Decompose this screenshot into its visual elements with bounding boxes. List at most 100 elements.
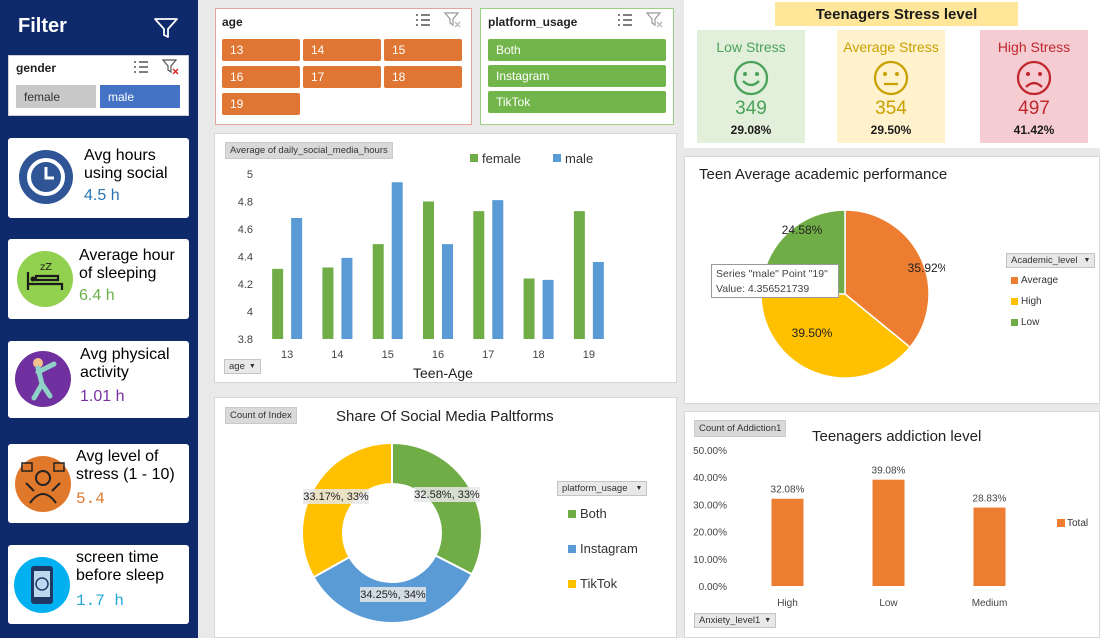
legend-swatch (568, 510, 576, 518)
filter-title: Filter (18, 15, 67, 37)
clear-filter-icon[interactable] (444, 12, 462, 28)
age-option-button[interactable]: 18 (384, 66, 462, 88)
dropdown-arrow-icon: ▼ (635, 485, 643, 492)
anxiety-level-button-label: Anxiety_level1 (699, 615, 761, 626)
platform-slicer-title: platform_usage (488, 15, 578, 29)
legend-label: Average (1021, 275, 1059, 286)
gender-option-male[interactable]: male (100, 85, 180, 108)
platform-usage-button-label: platform_usage (562, 483, 628, 494)
x-tick-label: 16 (432, 349, 444, 361)
bar-female-15 (372, 244, 384, 339)
clear-filter-icon[interactable] (162, 59, 180, 75)
bar-female-19 (573, 211, 585, 339)
pie-slice-high (760, 291, 912, 379)
age-slicer-title: age (222, 15, 243, 29)
stress-card (837, 30, 945, 143)
bar-data-label: 32.08% (771, 485, 805, 496)
donut-label-bg (414, 487, 480, 502)
age-option-button[interactable]: 13 (222, 39, 300, 61)
pie-chart-title: Teen Average academic performance (699, 166, 948, 183)
stress-card (980, 30, 1088, 143)
y-tick-label: 5 (247, 169, 253, 181)
x-tick-label: 17 (482, 349, 494, 361)
donut-slice-both (391, 441, 483, 576)
stress-title: Teenagers Stress level (775, 2, 1018, 26)
pie-data-label: 35.92% (908, 261, 945, 275)
multi-select-icon[interactable] (415, 13, 431, 27)
bar-male-14 (341, 257, 353, 339)
clear-filter-icon[interactable] (646, 12, 664, 28)
chart-tooltip: Series "male" Point "19" Value: 4.356521… (711, 264, 839, 298)
y-tick-label: 4.8 (238, 197, 253, 209)
donut-slice-tiktok (301, 441, 393, 579)
bar-chart-field-tag[interactable]: Average of daily_social_media_hours (225, 142, 393, 159)
stress-card-label: High Stress (997, 39, 1071, 55)
age-option-button[interactable]: 15 (384, 39, 462, 61)
stress-card-label: Low Stress (716, 39, 786, 55)
kpi-value: 5.4 (76, 490, 105, 508)
bar-male-19 (592, 262, 604, 339)
clock-icon (19, 150, 73, 204)
x-tick-label: 19 (583, 349, 595, 361)
bar-high (771, 498, 804, 586)
y-tick-label: 10.00% (693, 555, 727, 566)
platform-option-button[interactable]: Both (488, 39, 666, 61)
legend-swatch (470, 154, 478, 162)
y-tick-label: 3.8 (238, 334, 253, 346)
platform-option-button[interactable]: TikTok (488, 91, 666, 113)
legend-swatch (1011, 298, 1018, 305)
addiction-legend-label: Total (1067, 518, 1089, 529)
legend-swatch (1011, 277, 1018, 284)
y-tick-label: 0.00% (699, 582, 727, 593)
stress-card-percent: 29.50% (870, 123, 912, 137)
tooltip-series: Series "male" Point "19" (716, 268, 828, 280)
x-tick-label: 18 (532, 349, 544, 361)
multi-select-icon[interactable] (133, 60, 149, 74)
x-tick-label: Low (879, 598, 898, 609)
age-option-button[interactable]: 14 (303, 39, 381, 61)
bar-female-17 (473, 211, 485, 339)
bar-data-label: 39.08% (872, 466, 906, 477)
platform-option-button[interactable]: Instagram (488, 65, 666, 87)
stress-card-count: 349 (735, 98, 767, 119)
anxiety-level-button[interactable]: Anxiety_level1 ▼ (694, 613, 777, 628)
kpi-label: Avg hours using social (84, 147, 168, 182)
y-tick-label: 40.00% (693, 473, 727, 484)
dropdown-arrow-icon: ▼ (1083, 257, 1091, 264)
legend-label: Instagram (580, 541, 638, 556)
addiction-field-tag[interactable]: Count of Addiction1 (694, 420, 787, 437)
age-option-button[interactable]: 17 (303, 66, 381, 88)
legend-label: TikTok (580, 576, 618, 591)
bar-male-18 (542, 279, 554, 339)
stress-card-percent: 29.08% (730, 123, 772, 137)
dropdown-arrow-icon: ▼ (248, 363, 256, 370)
y-tick-label: 30.00% (693, 500, 727, 511)
x-tick-label: 15 (382, 349, 394, 361)
bar-male-15 (391, 182, 403, 339)
legend-label: High (1021, 296, 1042, 307)
donut-chart: 32.58%, 33% 34.25%, 34% 33.17%, 33% (301, 441, 483, 624)
multi-select-icon[interactable] (617, 13, 633, 27)
age-axis-button[interactable]: age ▼ (224, 359, 261, 374)
addiction-chart-title: Teenagers addiction level (812, 428, 982, 445)
y-tick-label: 4.2 (238, 279, 253, 291)
legend-swatch (1057, 519, 1065, 527)
age-option-button[interactable]: 19 (222, 93, 300, 115)
y-tick-label: 20.00% (693, 528, 727, 539)
gender-slicer-title: gender (16, 61, 57, 75)
legend-label: male (565, 151, 593, 166)
donut-chart-title: Share Of Social Media Paltforms (336, 408, 554, 425)
bar-female-14 (322, 267, 334, 339)
bar-chart: 3.8 4 4.2 4.4 4.6 4.8 5 13 14 15 16 17 18 19 female mal… (238, 151, 604, 361)
academic-level-button-label: Academic_level (1011, 255, 1078, 266)
x-tick-label: High (777, 598, 798, 609)
donut-field-tag[interactable]: Count of Index (225, 407, 297, 424)
y-tick-label: 50.00% (693, 446, 727, 457)
stress-card-percent: 41.42% (1013, 123, 1055, 137)
platform-usage-button[interactable]: platform_usage ▼ (557, 481, 648, 496)
gender-option-female[interactable]: female (16, 85, 96, 108)
bar-male-16 (442, 244, 453, 339)
academic-level-button[interactable]: Academic_level ▼ (1006, 253, 1096, 268)
legend-label: female (482, 151, 521, 166)
age-option-button[interactable]: 16 (222, 66, 300, 88)
